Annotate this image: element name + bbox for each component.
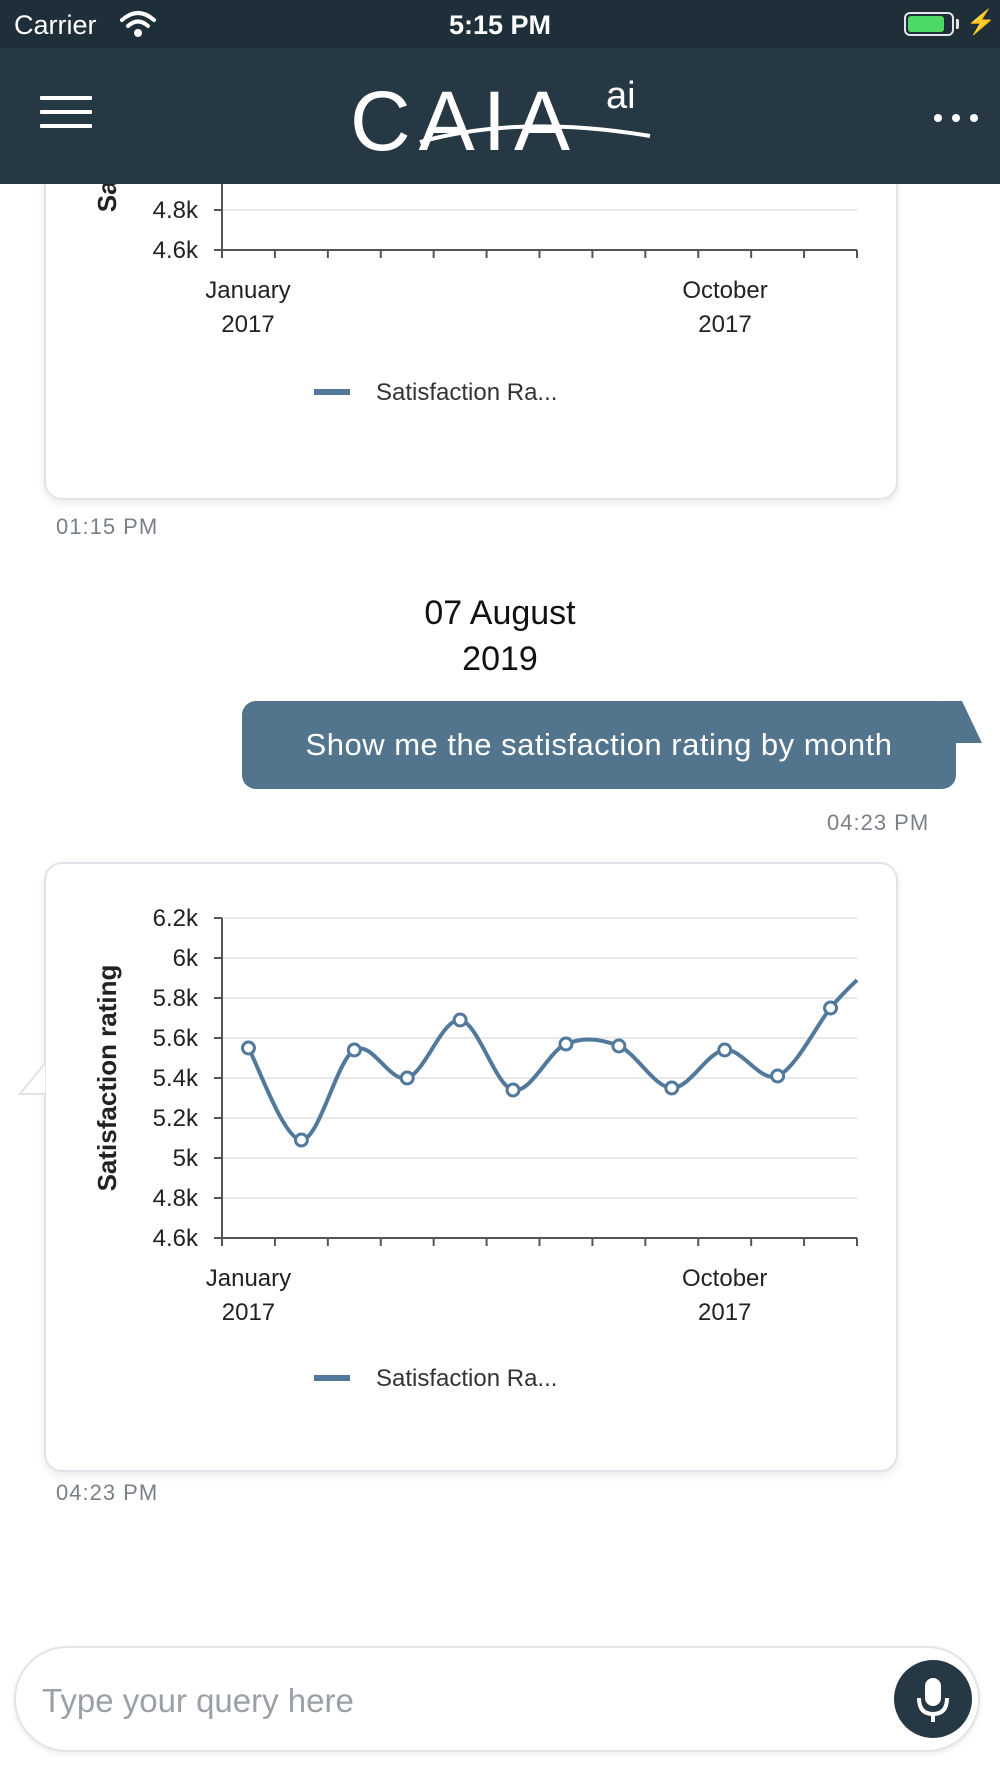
y-tick-label: 4.6k	[153, 1225, 199, 1252]
data-point	[770, 1068, 786, 1084]
date-separator: 07 August 2019	[350, 590, 650, 682]
y-tick-label: 6.2k	[153, 905, 199, 932]
y-tick-label: 5k	[173, 1145, 199, 1172]
charging-icon: ⚡	[966, 9, 996, 36]
data-point	[399, 1070, 415, 1086]
battery-nub	[956, 19, 959, 29]
message-timestamp: 04:23 PM	[56, 1480, 159, 1505]
x-tick-label: January	[206, 1265, 291, 1292]
query-input[interactable]	[40, 1670, 864, 1732]
partial-axes	[214, 184, 858, 258]
satisfaction-line-chart: 6.2k 6k 5.8k 5.6k 5.4k 5.2k 5k 4.8k 4.6k Satisfa…	[92, 905, 859, 1392]
date-line: 2019	[462, 640, 538, 678]
wifi-icon	[120, 11, 156, 37]
x-tick-label: October	[682, 1265, 767, 1292]
partial-xtick: October	[682, 277, 767, 304]
y-tick-label: 5.6k	[153, 1025, 199, 1052]
series-line	[246, 978, 859, 1143]
partial-grid	[222, 209, 857, 211]
bubble-tail	[944, 701, 982, 743]
status-bar: Carrier 5:15 PM ⚡	[0, 0, 1000, 48]
x-tick-label: 2017	[698, 1299, 751, 1326]
data-point	[240, 1040, 256, 1056]
partial-chart: Sat 5k 4.8k 4.6k January 2017 October 20…	[92, 184, 858, 406]
hamburger-menu-icon[interactable]	[40, 96, 92, 136]
data-point	[346, 1042, 362, 1058]
card-tail	[18, 1062, 52, 1096]
chart-card-previous: Sat 5k 4.8k 4.6k January 2017 October 20…	[44, 184, 898, 500]
more-options-icon[interactable]	[934, 108, 978, 128]
y-axis-label: Satisfaction rating	[92, 965, 122, 1192]
y-tick-label: 6k	[173, 945, 199, 972]
battery-icon	[904, 12, 954, 36]
microphone-button[interactable]	[894, 1660, 972, 1738]
partial-ytick: 4.6k	[153, 237, 199, 264]
partial-xtick: 2017	[221, 311, 274, 338]
partial-legend-label: Satisfaction Ra...	[376, 379, 557, 406]
data-point	[293, 1132, 309, 1148]
y-tick-label: 5.2k	[153, 1105, 199, 1132]
y-tick-label: 4.8k	[153, 1185, 199, 1212]
x-tick-label: 2017	[222, 1299, 275, 1326]
partial-xtick: January	[205, 277, 290, 304]
partial-ytick: 4.8k	[153, 197, 199, 224]
legend-label: Satisfaction Ra...	[376, 1365, 557, 1392]
logo-suffix: ai	[606, 75, 636, 117]
caia-logo: CAIA ai	[350, 74, 651, 168]
data-point	[717, 1042, 733, 1058]
message-timestamp: 04:23 PM	[827, 810, 930, 835]
date-line: 07 August	[424, 594, 576, 632]
chart-card: 6.2k 6k 5.8k 5.6k 5.4k 5.2k 5k 4.8k 4.6k Satisfa…	[44, 862, 898, 1472]
app-header: CAIA ai	[0, 48, 1000, 184]
carrier-label: Carrier	[14, 10, 97, 40]
chart-grid	[222, 917, 857, 1199]
data-point	[505, 1082, 521, 1098]
message-timestamp: 01:15 PM	[56, 514, 159, 539]
microphone-icon	[917, 1678, 949, 1722]
user-message-bubble: Show me the satisfaction rating by month	[242, 701, 956, 789]
data-point	[452, 1012, 468, 1028]
y-axis-ticks: 6.2k 6k 5.8k 5.6k 5.4k 5.2k 5k 4.8k 4.6k	[153, 905, 222, 1252]
y-tick-label: 5.8k	[153, 985, 199, 1012]
y-tick-label: 5.4k	[153, 1065, 199, 1092]
series-points	[240, 1000, 839, 1148]
data-point	[823, 1000, 839, 1016]
chat-thread: Sat 5k 4.8k 4.6k January 2017 October 20…	[0, 184, 1000, 1634]
partial-ylabel: Sat	[92, 184, 122, 212]
data-point	[558, 1036, 574, 1052]
x-axis-labels: January 2017 October 2017	[206, 1265, 768, 1326]
partial-xtick: 2017	[698, 311, 751, 338]
data-point	[611, 1038, 627, 1054]
query-bar	[14, 1646, 980, 1752]
data-point	[664, 1080, 680, 1096]
logo-text: CAIA	[350, 74, 578, 168]
chart-axes	[221, 918, 858, 1246]
clock: 5:15 PM	[448, 10, 552, 40]
